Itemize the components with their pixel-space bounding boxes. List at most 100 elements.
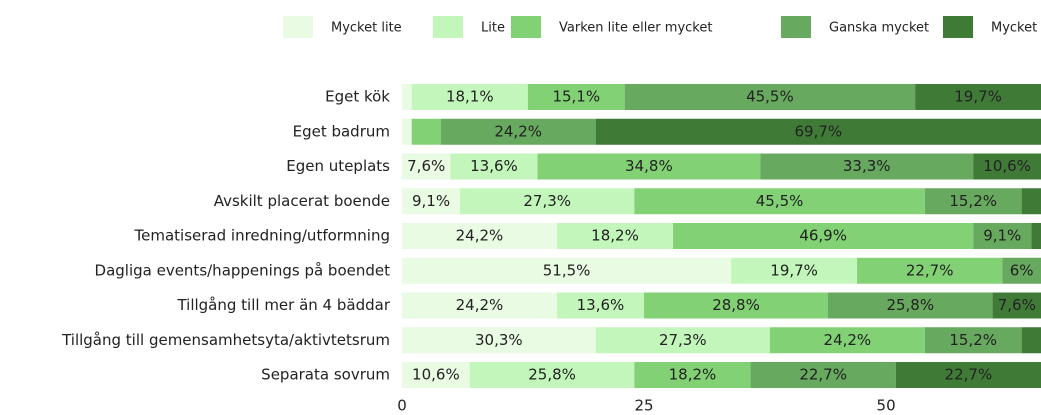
bar-segment [992, 292, 1041, 319]
bar-segment [537, 153, 761, 180]
category-label: Separata sovrum [261, 366, 390, 384]
value-label: 9,1% [412, 192, 450, 210]
value-label: 24,2% [824, 331, 872, 349]
legend-label: Ganska mycket [829, 21, 929, 36]
category-label: Avskilt placerat boende [214, 192, 390, 210]
bar-segment [1031, 223, 1041, 249]
bar-segment [673, 223, 974, 249]
bar-segment [411, 118, 441, 145]
value-label: 24,2% [456, 227, 504, 245]
category-label: Tillgång till mer än 4 bäddar [176, 296, 390, 314]
value-label: 19,7% [954, 88, 1002, 106]
bar-segment [973, 153, 1041, 180]
value-label: 28,8% [712, 296, 760, 314]
category-label: Eget kök [325, 88, 390, 106]
bar-segment [895, 362, 1041, 388]
legend-swatch [511, 16, 541, 38]
value-label: 15,1% [552, 88, 600, 106]
category-label: Egen uteplats [286, 157, 390, 175]
value-label: 10,6% [983, 157, 1031, 175]
bar-segment [595, 327, 770, 354]
value-label: 34,8% [625, 157, 673, 175]
legend-swatch [781, 16, 811, 38]
bar-segment [402, 188, 461, 215]
value-label: 22,7% [799, 366, 847, 384]
bar-segment [924, 188, 1022, 215]
bar-segment [450, 153, 538, 180]
x-tick-label: 25 [634, 397, 653, 415]
value-label: 19,7% [770, 261, 818, 279]
value-label: 13,6% [470, 157, 518, 175]
value-label: 46,9% [799, 227, 847, 245]
bar-segment [924, 327, 1022, 354]
value-label: 13,6% [577, 296, 625, 314]
x-tick-label: 0 [397, 397, 407, 415]
bar-segment [556, 223, 674, 249]
legend-swatch [433, 16, 463, 38]
value-label: 30,3% [475, 331, 523, 349]
category-label: Eget badrum [293, 122, 390, 140]
legend-label: Lite [481, 21, 505, 36]
bar-segment [731, 257, 858, 284]
bar-segment [402, 257, 732, 284]
legend-swatch [283, 16, 313, 38]
bar-segment [402, 118, 412, 145]
bar-segment [411, 84, 528, 110]
bar-segment [634, 188, 925, 215]
legend-label: Mycket [991, 21, 1037, 36]
value-label: 25,8% [528, 366, 576, 384]
bar-segment [973, 223, 1032, 249]
value-label: 33,3% [843, 157, 891, 175]
bar-segment [402, 84, 412, 110]
bar-segment [402, 292, 557, 319]
value-label: 22,7% [906, 261, 954, 279]
value-label: 10,6% [412, 366, 460, 384]
legend-label: Mycket lite [331, 21, 402, 36]
bar-segment [857, 257, 1003, 284]
category-label: Tematiserad inredning/utformning [134, 227, 390, 245]
value-label: 24,2% [456, 296, 504, 314]
value-label: 24,2% [494, 122, 542, 140]
bar-segment [469, 362, 635, 388]
bar-segment [644, 292, 828, 319]
bar-segment [828, 292, 993, 319]
bar-segment [750, 362, 896, 388]
value-label: 9,1% [983, 227, 1021, 245]
value-label: 18,2% [591, 227, 639, 245]
value-label: 27,3% [659, 331, 707, 349]
value-label: 45,5% [746, 88, 794, 106]
value-label: 7,6% [998, 296, 1036, 314]
bar-segment [595, 118, 1041, 145]
bar-segment [402, 223, 557, 249]
category-label: Dagliga events/happenings på boendet [95, 261, 391, 279]
bar-segment [1002, 257, 1041, 284]
bar-segment [527, 84, 625, 110]
value-label: 18,2% [669, 366, 717, 384]
value-label: 45,5% [756, 192, 804, 210]
value-label: 15,2% [949, 192, 997, 210]
value-label: 25,8% [886, 296, 934, 314]
value-label: 15,2% [949, 331, 997, 349]
legend-label: Varken lite eller mycket [559, 21, 712, 36]
bar-segment [460, 188, 635, 215]
bar-segment [402, 153, 451, 180]
category-label: Tillgång till gemensamhetsyta/aktivtetsr… [61, 331, 390, 349]
bar-segment [402, 327, 596, 354]
bar-segment [1021, 188, 1041, 215]
bar-segment [556, 292, 645, 319]
value-label: 6% [1010, 261, 1034, 279]
bar-segment [1021, 327, 1041, 354]
bar-segment [634, 362, 751, 388]
value-label: 7,6% [407, 157, 445, 175]
bar-segment [760, 153, 974, 180]
value-label: 51,5% [543, 261, 591, 279]
value-label: 22,7% [945, 366, 993, 384]
bar-segment [624, 84, 916, 110]
value-label: 27,3% [523, 192, 571, 210]
bar-segment [769, 327, 925, 354]
value-label: 18,1% [446, 88, 494, 106]
legend-swatch [943, 16, 973, 38]
value-label: 69,7% [794, 122, 842, 140]
bar-segment [915, 84, 1041, 110]
